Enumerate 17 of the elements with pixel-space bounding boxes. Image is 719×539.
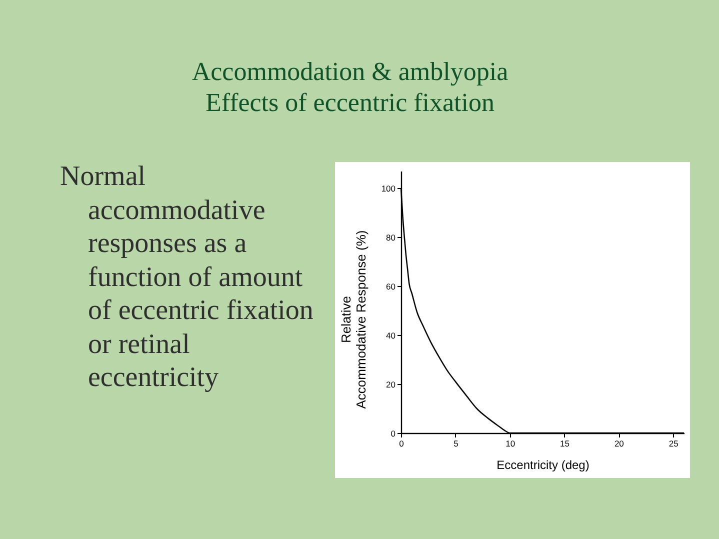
x-tick-label: 15 bbox=[560, 438, 570, 448]
text: Normal accommodative responses as a function of amount of eccentric fixation or retinal eccentricity bbox=[60, 160, 314, 394]
x-axis-title: Eccentricity (deg) bbox=[496, 458, 590, 472]
x-tick-label: 20 bbox=[614, 438, 624, 448]
y-axis-title: Relative Accommodative Response (%) bbox=[338, 230, 368, 409]
y-tick-label: 20 bbox=[386, 380, 396, 390]
x-tick-label: 25 bbox=[668, 438, 679, 448]
y-tick-label: 80 bbox=[386, 232, 396, 243]
y-tick-label: 0 bbox=[390, 428, 396, 438]
x-tick-label: 10 bbox=[506, 438, 516, 448]
x-tick-label: 0 bbox=[399, 438, 404, 448]
chart-title: Accommodation & amblyopia bbox=[190, 56, 510, 87]
y-tick-label: 40 bbox=[386, 330, 396, 341]
y-tick-label: 60 bbox=[386, 282, 396, 292]
chart-subtitle: Effects of eccentric fixation bbox=[204, 87, 496, 118]
x-tick-label: 5 bbox=[454, 438, 459, 448]
y-tick-label: 100 bbox=[381, 184, 396, 194]
